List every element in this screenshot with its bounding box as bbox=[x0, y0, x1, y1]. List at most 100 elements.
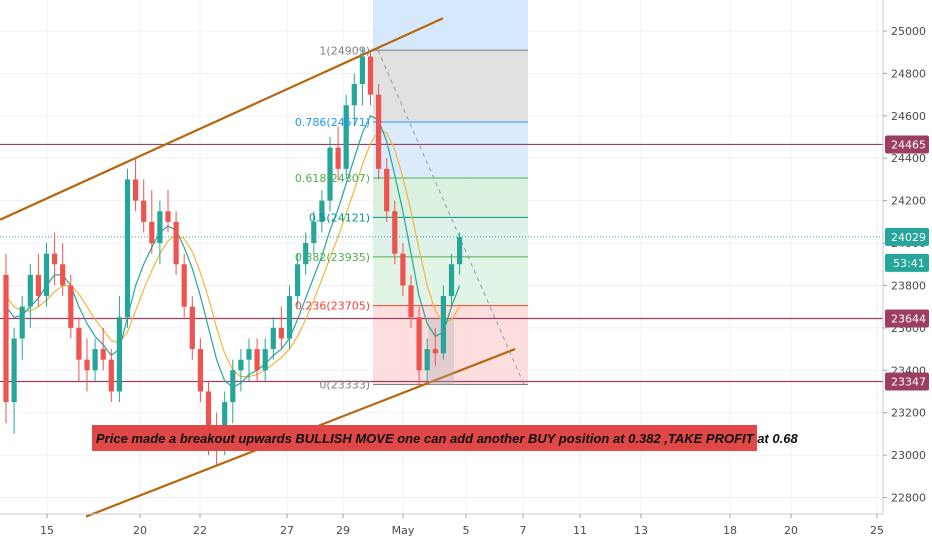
candle bbox=[384, 158, 390, 222]
candle-body bbox=[262, 349, 268, 371]
x-tick-label: 18 bbox=[723, 524, 737, 537]
candle bbox=[181, 253, 187, 318]
x-tick-label: 20 bbox=[133, 524, 147, 537]
candle-body bbox=[52, 253, 58, 265]
candle-body bbox=[448, 264, 455, 297]
candle-body bbox=[230, 370, 236, 403]
current-price-label: 24029 bbox=[891, 231, 926, 244]
candle-body bbox=[457, 236, 463, 265]
candle bbox=[165, 190, 171, 233]
candle bbox=[295, 253, 301, 307]
candle-body bbox=[408, 285, 414, 318]
candle-body bbox=[68, 285, 74, 328]
candle-body bbox=[35, 274, 41, 297]
y-tick-label: 22800 bbox=[891, 492, 926, 505]
candle bbox=[43, 243, 50, 307]
candle-body bbox=[376, 94, 382, 169]
candle-body bbox=[60, 264, 66, 286]
annotation-box bbox=[92, 425, 757, 451]
candle-body bbox=[367, 56, 374, 95]
fib-zone bbox=[373, 177, 528, 218]
fib-label: 0.786(24571) bbox=[295, 116, 370, 129]
x-tick-label: 13 bbox=[634, 524, 648, 537]
candle bbox=[149, 190, 155, 254]
candle-body bbox=[440, 296, 446, 354]
x-tick-label: 29 bbox=[336, 524, 350, 537]
candle-body bbox=[11, 338, 17, 403]
x-tick-label: 20 bbox=[784, 524, 798, 537]
candle bbox=[60, 243, 66, 297]
candle-body bbox=[141, 200, 147, 222]
current-price-badge bbox=[885, 227, 929, 246]
y-tick-label: 24400 bbox=[891, 152, 926, 165]
candle bbox=[19, 296, 25, 360]
candle-body bbox=[92, 349, 98, 371]
candle-body bbox=[189, 306, 195, 350]
candle bbox=[84, 338, 90, 392]
channel-upper-line bbox=[0, 17, 444, 221]
candle bbox=[3, 253, 9, 424]
candle bbox=[230, 359, 236, 424]
candle bbox=[278, 306, 284, 350]
x-tick-label: 11 bbox=[573, 524, 587, 537]
annotation: Price made a breakout upwards BULLISH MO… bbox=[92, 425, 798, 451]
x-tick-label: 5 bbox=[463, 524, 470, 537]
countdown-badge bbox=[885, 253, 929, 272]
candle bbox=[108, 349, 114, 403]
candle bbox=[351, 73, 357, 127]
candle bbox=[254, 338, 260, 381]
candle-body bbox=[181, 264, 187, 307]
candle bbox=[343, 94, 349, 180]
candle bbox=[116, 296, 122, 403]
candle bbox=[35, 253, 41, 307]
x-tick-label: 27 bbox=[280, 524, 294, 537]
fib-label: 0.236(23705) bbox=[295, 300, 370, 313]
candle-body bbox=[286, 296, 293, 339]
candle bbox=[52, 232, 58, 286]
fib-label: 0.5(24121) bbox=[309, 211, 370, 224]
candle bbox=[141, 179, 147, 233]
candle-body bbox=[157, 211, 163, 244]
level-badge bbox=[885, 135, 929, 154]
candle-body bbox=[416, 317, 422, 371]
level-badge-label: 24465 bbox=[891, 138, 926, 151]
countdown-label: 53:41 bbox=[893, 257, 925, 270]
level-badge-label: 23644 bbox=[891, 313, 926, 326]
x-tick-label: 22 bbox=[193, 524, 207, 537]
candle bbox=[157, 200, 163, 265]
level-badge bbox=[885, 372, 929, 391]
candle bbox=[432, 327, 438, 367]
candle-body bbox=[100, 349, 106, 360]
x-tick-label: 15 bbox=[40, 524, 54, 537]
candle-body bbox=[392, 211, 398, 254]
candle bbox=[400, 243, 406, 297]
candle-body bbox=[133, 179, 139, 201]
candle bbox=[416, 306, 422, 386]
y-tick-label: 23000 bbox=[891, 449, 926, 462]
candle bbox=[424, 338, 430, 381]
x-tick-label: May bbox=[392, 524, 415, 537]
candle bbox=[359, 47, 365, 106]
candle bbox=[11, 327, 17, 434]
level-badge-label: 23347 bbox=[891, 376, 926, 389]
candle-body bbox=[84, 359, 90, 371]
fib-label: 0.382(23935) bbox=[295, 251, 370, 264]
candle bbox=[238, 349, 244, 392]
candle bbox=[376, 84, 382, 180]
candle bbox=[392, 200, 398, 265]
candle bbox=[367, 52, 374, 106]
fib-zone bbox=[373, 121, 528, 178]
candle bbox=[246, 338, 252, 381]
candle-body bbox=[303, 243, 309, 265]
candle-body bbox=[238, 359, 244, 371]
candle-body bbox=[400, 253, 406, 286]
y-tick-label: 24200 bbox=[891, 195, 926, 208]
candle bbox=[173, 211, 179, 275]
x-tick-label: 25 bbox=[870, 524, 884, 537]
candle bbox=[303, 232, 309, 275]
candle-body bbox=[343, 105, 349, 169]
candle-body bbox=[173, 221, 179, 265]
